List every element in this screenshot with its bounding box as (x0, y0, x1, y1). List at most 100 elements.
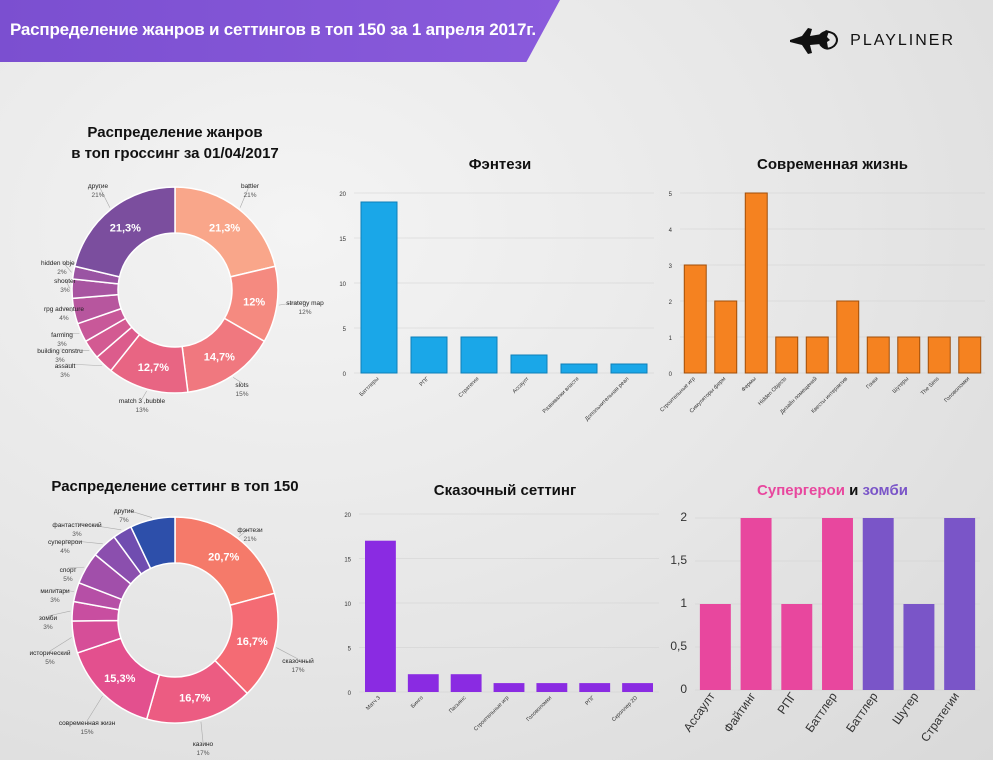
x-category-label: Баттлеры (359, 376, 381, 398)
donut-category-label: другие (88, 183, 109, 190)
donut-leader-line (233, 377, 243, 384)
fantasy-bar-chart: 0 5 10 15 20 Баттлеры РПГ Стратегии Ассаулт Разви… (339, 192, 654, 422)
donut-value-label: 16,7% (237, 636, 268, 648)
x-category-label: Развивалки власти (542, 376, 581, 415)
x-category-label: Скроллер 2D (611, 695, 639, 723)
donut-category-label: shooter (54, 278, 77, 285)
donut-category-label: rpg adventure (44, 306, 84, 313)
bar (897, 336, 921, 374)
donut-category-label: спорт (60, 567, 77, 574)
x-category-label: Стратегии (918, 690, 962, 745)
bar (450, 674, 482, 692)
donut-category-label: милитари (40, 588, 70, 595)
y-tick-label: 2 (669, 300, 673, 306)
donut-category-label: strategy map (286, 300, 324, 307)
zombies-title-part: зомби (862, 482, 908, 499)
bar (493, 683, 525, 692)
bar (536, 683, 568, 692)
donut-percent-label: 3% (55, 357, 65, 364)
x-category-label: Фермы (741, 376, 758, 393)
donut-category-label: фэнтези (237, 527, 263, 534)
bar (714, 300, 738, 374)
donut-percent-label: 17% (196, 750, 209, 757)
title-conjunction: и (844, 482, 863, 499)
bar (410, 336, 448, 374)
bar (927, 336, 951, 374)
donut-percent-label: 13% (135, 407, 148, 414)
donut-leader-line (86, 695, 103, 722)
donut-percent-label: 4% (60, 548, 70, 555)
donut-percent-label: 17% (291, 667, 304, 674)
donut-percent-label: 3% (72, 531, 82, 538)
heroes-zombies-chart-title: Супергерои и зомби (675, 482, 990, 499)
x-category-label: Ассаулт (512, 376, 531, 395)
donut-value-label: 12% (243, 297, 265, 309)
y-tick-label: 5 (343, 327, 347, 333)
donut-category-label: исторический (29, 649, 70, 657)
bar (836, 300, 860, 374)
bar (360, 201, 398, 374)
y-tick-label: 0 (669, 372, 673, 378)
x-category-label: The Sims (920, 376, 941, 397)
donut-percent-label: 15% (235, 391, 248, 398)
y-tick-label: 5 (669, 192, 673, 198)
x-category-label: Допольнительная реал (584, 376, 630, 422)
donut-value-label: 12,7% (138, 362, 169, 374)
fantasy-chart-title: Фэнтези (468, 156, 532, 173)
donut-leader-line (63, 306, 73, 312)
y-tick-label: 3 (669, 264, 673, 270)
donut-category-label: building constru (37, 348, 83, 355)
x-category-label: Пасьянс (448, 695, 468, 715)
donut-value-label: 20,7% (208, 552, 239, 564)
x-category-label: Hidden Objects (757, 376, 788, 407)
donut-category-label: hidden objects (41, 260, 84, 267)
genres-donut-chart: 21,3% battler 21% 12% strategy map 12% 14,7% sl… (37, 183, 324, 414)
donut-percent-label: 15% (80, 729, 93, 736)
bar (822, 518, 853, 690)
donut-leader-line (141, 390, 147, 400)
x-category-label: Ассаулт (681, 689, 718, 734)
donut-category-label: сказочный (282, 657, 314, 665)
x-category-label: Матч 3 (365, 695, 382, 712)
donut-leader-line (97, 183, 111, 208)
donut-leader-line (278, 300, 306, 306)
x-category-label: Гонки (865, 376, 879, 390)
donut-percent-label: 2% (57, 269, 67, 276)
y-tick-label: 15 (339, 237, 346, 243)
bar (579, 683, 611, 692)
donut-leader-line (123, 508, 153, 518)
bar (775, 336, 799, 374)
donut-percent-label: 21% (243, 536, 256, 543)
donut-percent-label: 21% (243, 192, 256, 199)
bar (958, 336, 982, 374)
bar (683, 264, 707, 374)
y-tick-label: 0,5 (670, 639, 687, 653)
donut-category-label: современная жизн (59, 720, 116, 727)
donut-leader-line (61, 260, 72, 273)
bar (744, 192, 768, 374)
donut-leader-line (61, 332, 80, 334)
brand-name: PLAYLINER (850, 32, 955, 49)
y-tick-label: 1 (680, 596, 687, 610)
bar (460, 336, 498, 374)
bar (699, 604, 731, 690)
x-category-label: Головоломки (525, 695, 553, 723)
x-category-label: Строительные игр (473, 695, 510, 732)
y-tick-label: 15 (344, 558, 351, 564)
x-category-label: Шутер (889, 689, 921, 727)
donut-percent-label: 4% (59, 315, 69, 322)
donut-leader-line (54, 588, 74, 592)
donut-leader-line (238, 527, 251, 537)
donut-value-label: 21,3% (110, 222, 141, 234)
header-banner: Распределение жанров и сеттингов в топ 1… (0, 0, 560, 62)
y-tick-label: 20 (344, 513, 351, 519)
donut-value-label: 21,3% (209, 222, 240, 234)
donut-category-label: зомби (39, 614, 58, 622)
bar (805, 336, 829, 374)
bar (781, 604, 813, 690)
donut-category-label: match 3 ,bubble (119, 398, 166, 405)
donut-value-label: 15,3% (104, 673, 135, 685)
bar (903, 604, 935, 690)
y-tick-label: 0 (348, 691, 352, 697)
